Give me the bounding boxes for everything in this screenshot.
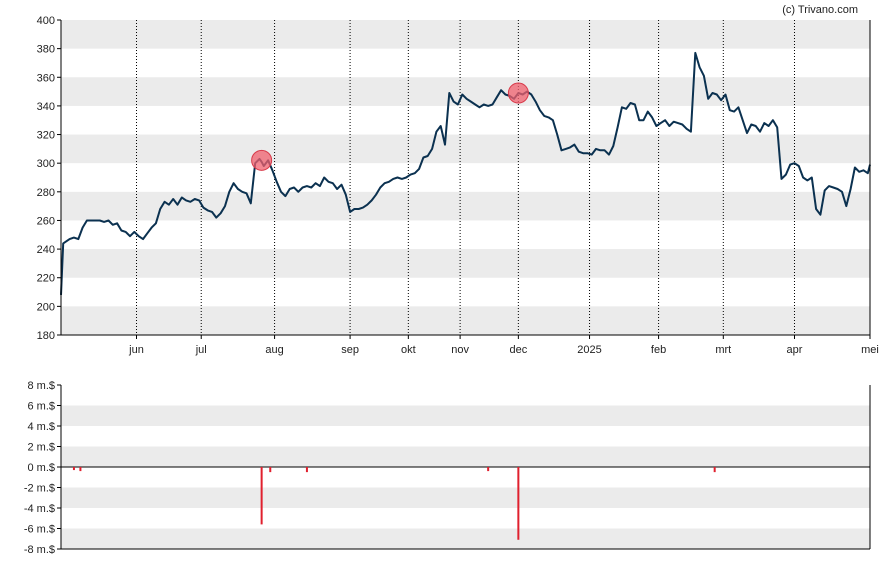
volume-band bbox=[61, 528, 870, 549]
price-line-layer bbox=[60, 51, 871, 295]
price-y-tick-label: 280 bbox=[37, 187, 55, 199]
volume-y-tick-label: 4 m.$ bbox=[27, 421, 55, 433]
price-markers bbox=[251, 82, 529, 171]
volume-y-tick-labels: 8 m.$ 6 m.$ 4 m.$ 2 m.$ 0 m.$ -2 m.$ -4 m.$ -6 … bbox=[24, 380, 61, 556]
price-y-tick-label: 220 bbox=[37, 273, 55, 285]
price-x-tick-label: mrt bbox=[715, 344, 731, 356]
price-y-tick-labels: 180 200 220 240 260 280 300 320 340 360 380 400 bbox=[37, 15, 61, 342]
price-x-tick-label: okt bbox=[401, 344, 416, 356]
price-x-tick-label: mei bbox=[861, 344, 879, 356]
volume-panel: 8 m.$ 6 m.$ 4 m.$ 2 m.$ 0 m.$ -2 m.$ -4 m.$ -6 … bbox=[24, 380, 871, 556]
volume-bar bbox=[269, 467, 272, 473]
price-x-tick-labels: jun jul aug sep okt nov dec 2025 feb mrt apr mei bbox=[128, 335, 879, 356]
price-y-tick-label: 380 bbox=[37, 44, 55, 56]
volume-y-tick-label: 0 m.$ bbox=[27, 462, 55, 474]
price-y-tick-label: 300 bbox=[37, 158, 55, 170]
price-axes bbox=[60, 20, 871, 336]
volume-bar bbox=[713, 467, 716, 473]
price-panel: 180 200 220 240 260 280 300 320 340 360 380 400 jun… bbox=[37, 4, 879, 356]
price-y-tick-label: 200 bbox=[37, 301, 55, 313]
volume-y-tick-label: 6 m.$ bbox=[27, 401, 55, 413]
price-y-tick-label: 180 bbox=[37, 330, 55, 342]
price-band bbox=[61, 77, 870, 106]
volume-bar bbox=[79, 467, 82, 472]
price-x-tick-label: jul bbox=[195, 344, 207, 356]
price-band bbox=[61, 20, 870, 49]
volume-band bbox=[61, 446, 870, 467]
price-y-tick-label: 360 bbox=[37, 72, 55, 84]
price-x-tick-label: nov bbox=[451, 344, 469, 356]
volume-bar bbox=[305, 467, 308, 473]
price-y-tick-label: 340 bbox=[37, 101, 55, 113]
price-x-tick-label: apr bbox=[787, 344, 803, 356]
copyright-text: (c) Trivano.com bbox=[782, 4, 858, 16]
price-y-tick-label: 320 bbox=[37, 130, 55, 142]
volume-y-tick-label: -2 m.$ bbox=[24, 483, 55, 495]
price-gridlines bbox=[136, 20, 795, 335]
volume-bands bbox=[61, 405, 870, 549]
price-series-line bbox=[60, 51, 871, 295]
price-x-tick-label: dec bbox=[509, 344, 527, 356]
volume-bar bbox=[487, 467, 490, 472]
price-band bbox=[61, 249, 870, 278]
price-band bbox=[61, 134, 870, 164]
volume-band bbox=[61, 405, 870, 426]
volume-y-tick-label: -8 m.$ bbox=[24, 544, 55, 556]
volume-bar bbox=[517, 467, 520, 540]
price-bands bbox=[61, 20, 870, 335]
price-x-tick-label: sep bbox=[341, 344, 359, 356]
price-y-tick-label: 240 bbox=[37, 244, 55, 256]
price-y-tick-label: 400 bbox=[37, 15, 55, 27]
volume-bar bbox=[260, 467, 263, 525]
price-band bbox=[61, 191, 870, 221]
price-x-tick-label: aug bbox=[265, 344, 283, 356]
volume-bars bbox=[72, 467, 716, 540]
price-event-marker bbox=[507, 82, 529, 104]
price-x-tick-label: jun bbox=[128, 344, 144, 356]
volume-y-tick-label: 8 m.$ bbox=[27, 380, 55, 392]
volume-y-tick-label: -6 m.$ bbox=[24, 524, 55, 536]
volume-bar bbox=[72, 467, 75, 471]
price-x-tick-label: feb bbox=[651, 344, 666, 356]
price-event-marker bbox=[251, 149, 273, 171]
volume-y-tick-label: -4 m.$ bbox=[24, 503, 55, 515]
price-x-tick-label: 2025 bbox=[577, 344, 601, 356]
volume-y-tick-label: 2 m.$ bbox=[27, 442, 55, 454]
price-y-tick-label: 260 bbox=[37, 215, 55, 227]
volume-band bbox=[61, 487, 870, 508]
price-band bbox=[61, 306, 870, 335]
